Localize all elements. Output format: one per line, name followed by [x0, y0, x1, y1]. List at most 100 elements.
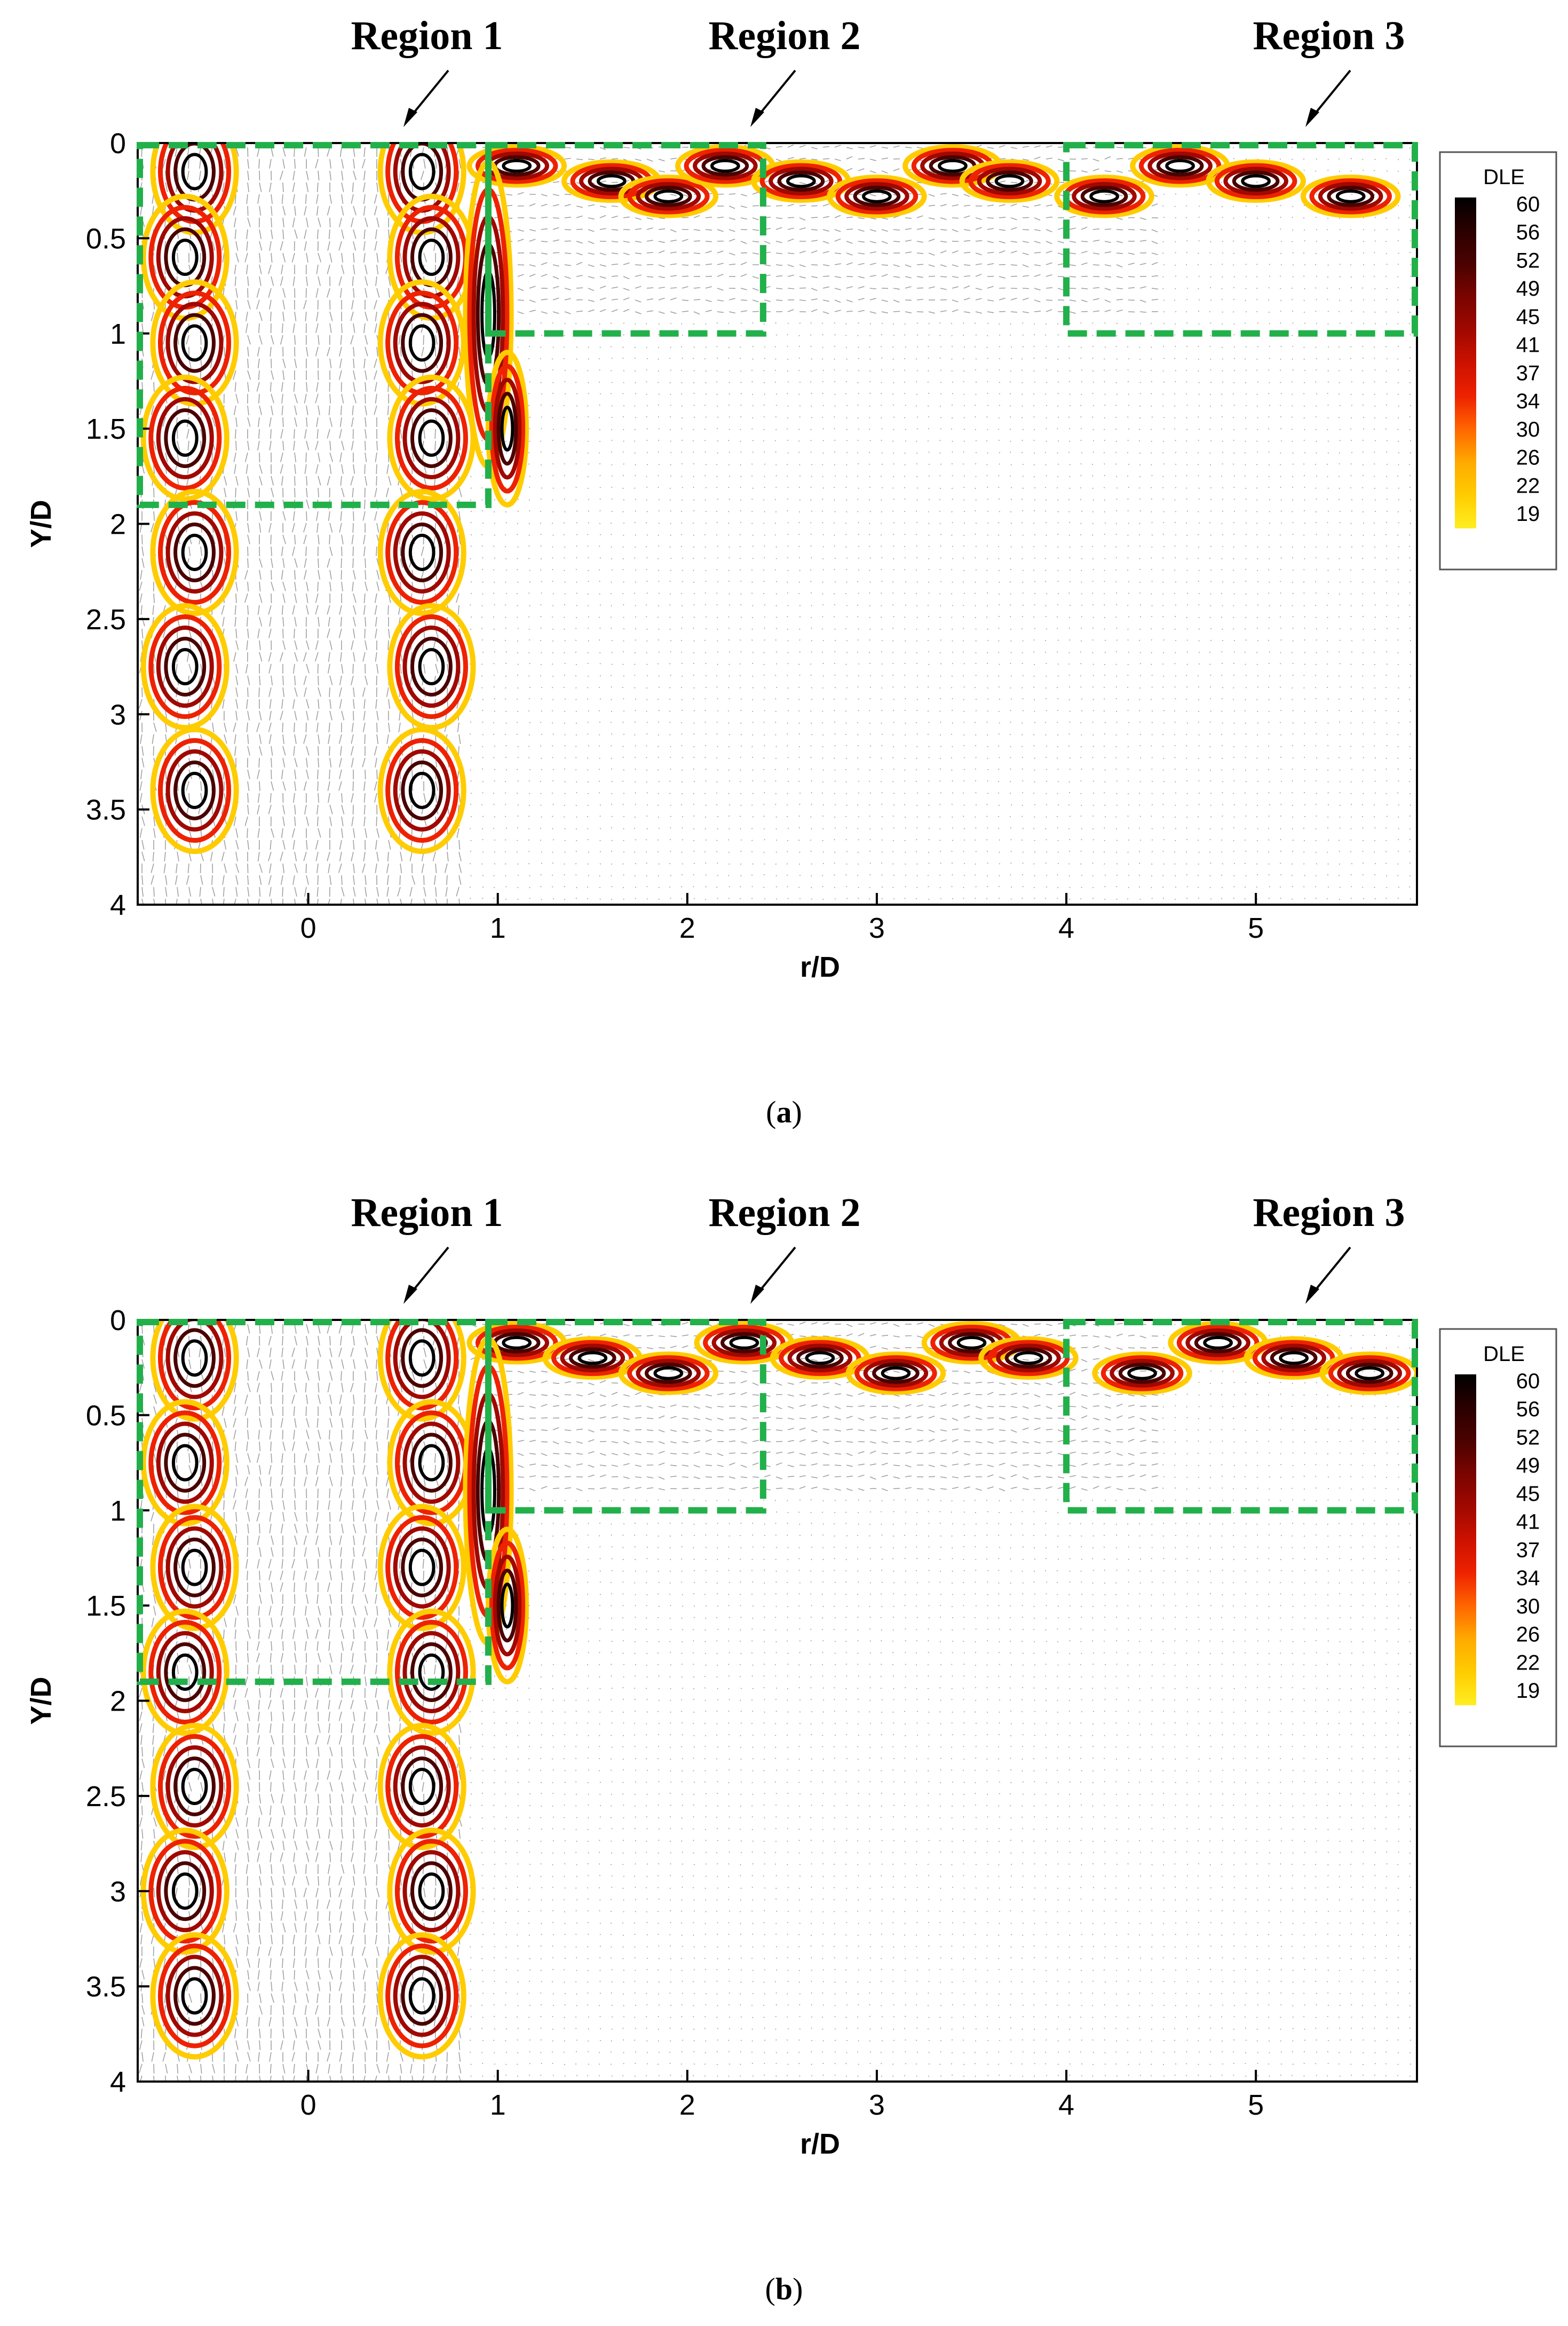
legend-level-label: 37 — [1516, 361, 1540, 385]
dle-vortex — [150, 488, 239, 616]
region-2: Region 2 — [485, 1190, 861, 1514]
dle-vortex — [827, 175, 927, 218]
dle-vortex — [140, 1827, 229, 1955]
x-tick-label: 0 — [300, 912, 316, 944]
y-tick-label: 2.5 — [86, 604, 126, 636]
legend-level-label: 49 — [1516, 277, 1540, 300]
y-tick-label: 0 — [110, 128, 126, 160]
y-tick-label: 0.5 — [86, 1399, 126, 1431]
dle-vortex — [377, 1504, 466, 1631]
legend-level-label: 60 — [1516, 193, 1540, 216]
legend-level-label: 22 — [1516, 1651, 1540, 1674]
dle-contours — [140, 1320, 1417, 2060]
legend-level-label: 60 — [1516, 1370, 1540, 1393]
y-axis: 0 0.5 1 1.5 2 2.5 3 3.5 4 — [86, 128, 149, 921]
y-tick-label: 3.5 — [86, 1971, 126, 2003]
y-tick-label: 1 — [110, 318, 126, 350]
legend-level-label: 37 — [1516, 1538, 1540, 1562]
region-arrow-head — [403, 1285, 417, 1304]
dle-vortex — [387, 374, 476, 502]
colorbar-legend: DLE 60 56 52 49 45 41 37 34 30 26 22 19 — [1439, 151, 1557, 571]
y-tick-label: 2 — [110, 1686, 126, 1718]
dle-vortex — [1168, 1321, 1268, 1365]
dle-vortex — [1206, 159, 1306, 203]
dle-vortex — [150, 1504, 239, 1631]
dle-vortex — [1130, 144, 1230, 188]
caption-letter-b: b — [775, 2272, 793, 2306]
legend-level-label: 41 — [1516, 1510, 1540, 1534]
dle-vortex — [387, 1827, 476, 1955]
legend-colorbar — [1455, 197, 1476, 528]
y-tick-label: 1 — [110, 1495, 126, 1527]
plot-area — [138, 1320, 1417, 2082]
legend-level-label: 45 — [1516, 1482, 1540, 1506]
y-tick-label: 3 — [110, 1876, 126, 1908]
x-tick-label: 2 — [679, 2089, 695, 2121]
caption-a: (a) — [766, 1095, 802, 1129]
legend-title: DLE — [1483, 165, 1525, 189]
region-arrow-head — [750, 108, 764, 127]
dle-vortex — [140, 1399, 229, 1526]
panel-a: 0 1 2 3 4 5 r/D 0 0.5 1 1.5 2 2.5 3 3.5 4 Y/D Region 1 Reg… — [0, 0, 1568, 1110]
dle-vortex — [485, 1526, 529, 1684]
legend-title: DLE — [1483, 1342, 1525, 1366]
x-tick-label: 5 — [1248, 912, 1264, 944]
y-tick-label: 4 — [110, 889, 126, 921]
dle-vortex — [377, 1722, 466, 1850]
dle-vortex — [675, 144, 775, 188]
dle-vortex — [845, 1351, 946, 1395]
y-axis-title: Y/D — [25, 500, 57, 548]
plot-frame — [137, 142, 1418, 906]
region-label: Region 3 — [1253, 13, 1405, 58]
region-label: Region 2 — [709, 1190, 861, 1235]
dle-vortex — [377, 1932, 466, 2060]
x-tick-label: 5 — [1248, 2089, 1264, 2121]
region-2: Region 2 — [485, 13, 861, 337]
dle-vortex — [1300, 175, 1401, 218]
dle-vortex — [377, 488, 466, 616]
dle-vortex — [1319, 1351, 1417, 1395]
caption-letter-a: a — [776, 1095, 792, 1129]
dle-vortex — [618, 1351, 719, 1395]
x-axis: 0 1 2 3 4 5 — [300, 2070, 1264, 2121]
legend-level-label: 30 — [1516, 1595, 1540, 1618]
region-arrow-head — [1305, 1285, 1319, 1304]
legend-level-label: 56 — [1516, 1398, 1540, 1421]
dle-vortex — [1054, 175, 1154, 218]
y-tick-label: 2 — [110, 509, 126, 541]
plot-area — [139, 143, 1412, 905]
legend-level-label: 26 — [1516, 1623, 1540, 1647]
x-tick-label: 4 — [1058, 2089, 1074, 2121]
region-label: Region 2 — [709, 13, 861, 58]
legend-level-label: 19 — [1516, 502, 1540, 526]
x-axis: 0 1 2 3 4 5 — [300, 893, 1264, 944]
dle-vortex — [387, 603, 476, 731]
x-tick-label: 2 — [679, 912, 695, 944]
region-box — [1063, 1319, 1418, 1514]
caption-b: (b) — [765, 2272, 803, 2306]
x-tick-label: 1 — [490, 912, 506, 944]
x-tick-label: 4 — [1058, 912, 1074, 944]
region-arrow-head — [403, 108, 417, 127]
dle-vortex — [140, 1608, 229, 1736]
region-1: Region 1 — [137, 1190, 503, 1685]
vector-field — [138, 1321, 1412, 2082]
y-axis-title: Y/D — [25, 1676, 57, 1724]
dle-vortex — [377, 726, 466, 855]
y-tick-label: 0.5 — [86, 223, 126, 255]
dle-vortex — [150, 726, 239, 855]
region-box — [137, 1319, 492, 1685]
legend-level-label: 19 — [1516, 1679, 1540, 1703]
panel-b: 0 1 2 3 4 5 r/D 0 0.5 1 1.5 2 2.5 3 3.5 4 Y/D Region 1 Reg… — [0, 1177, 1568, 2287]
region-box — [137, 142, 492, 508]
dle-vortex — [694, 1321, 795, 1365]
dle-vortex — [1244, 1336, 1344, 1380]
dle-vortex — [387, 1608, 476, 1736]
x-tick-label: 3 — [869, 912, 885, 944]
x-tick-label: 0 — [300, 2089, 316, 2121]
dle-contours — [140, 143, 1401, 855]
region-3: Region 3 — [1063, 13, 1418, 337]
dle-vortex — [959, 159, 1060, 203]
y-tick-label: 1.5 — [86, 413, 126, 445]
